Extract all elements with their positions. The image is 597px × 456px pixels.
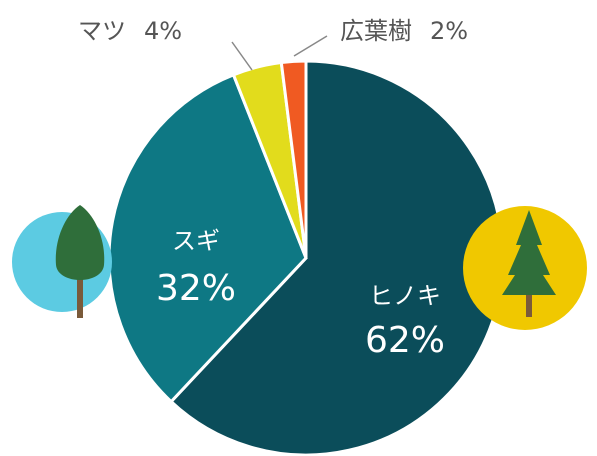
leader-line bbox=[294, 36, 327, 56]
slice-label-group: マツ 4% bbox=[78, 17, 182, 45]
slice-label: ヒノキ bbox=[369, 282, 441, 310]
slice-value-label: 2% bbox=[430, 17, 468, 45]
leader-line bbox=[232, 42, 252, 70]
slice-label: マツ bbox=[78, 17, 126, 45]
slice-value-label: 32% bbox=[156, 268, 236, 309]
cedar-icon bbox=[12, 205, 112, 318]
slice-label: 広葉樹 bbox=[340, 17, 412, 45]
slice-label: スギ bbox=[172, 227, 220, 255]
cypress-icon bbox=[463, 206, 587, 330]
chart: ヒノキ 62% スギ 32% マツ 4% 広葉樹 2% bbox=[0, 0, 597, 456]
slice-value-label: 62% bbox=[365, 320, 445, 361]
slice-label-group: 広葉樹 2% bbox=[340, 17, 468, 45]
slice-value-label: 4% bbox=[144, 17, 182, 45]
